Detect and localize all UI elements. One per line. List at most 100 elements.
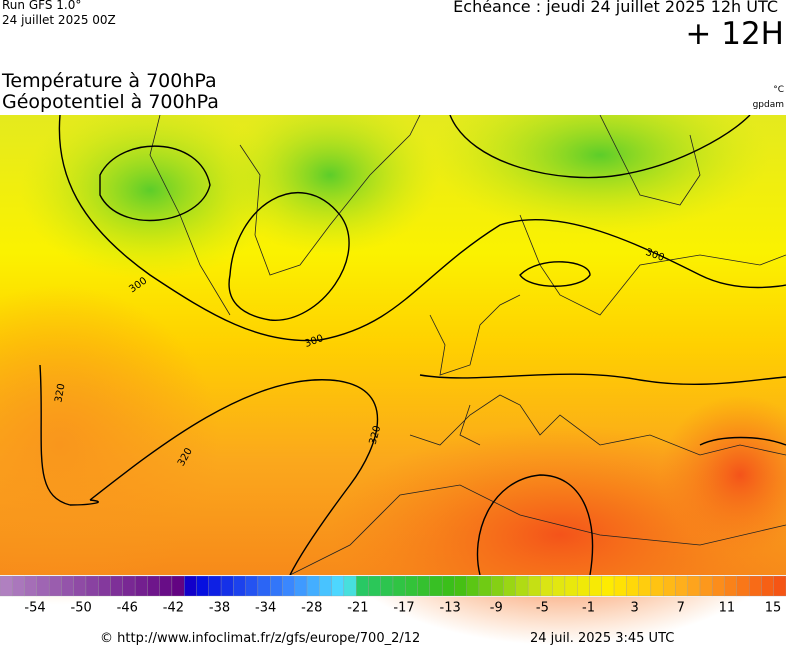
colorbar-swatch — [122, 575, 136, 597]
colorbar-swatch — [405, 575, 418, 597]
colorbar-swatch — [0, 575, 13, 597]
colorbar-label: -9 — [490, 601, 503, 616]
colorbar-swatch — [98, 575, 111, 597]
colorbar-swatch — [134, 575, 148, 597]
colorbar-swatch — [245, 575, 259, 597]
colorbar-swatch — [159, 575, 173, 597]
forecast-time: Echéance : jeudi 24 juillet 2025 12h UTC — [453, 0, 778, 16]
colorbar-swatch — [429, 575, 443, 597]
footer-time: 24 juil. 2025 3:45 UTC — [530, 631, 675, 646]
hot-area — [660, 395, 786, 555]
colorbar-swatch — [675, 575, 688, 597]
colorbar-label: 3 — [630, 601, 638, 616]
colorbar-swatch — [110, 575, 123, 597]
colorbar-swatch — [356, 575, 369, 597]
colorbar-swatch — [527, 575, 541, 597]
run-label: Run GFS 1.0° — [2, 0, 82, 12]
colorbar-swatch — [12, 575, 25, 597]
unit-temperature: °C — [773, 85, 784, 95]
colorbar-label: -42 — [163, 601, 184, 616]
colorbar-swatch — [761, 575, 774, 597]
colorbar-swatch — [368, 575, 381, 597]
colorbar-swatch — [257, 575, 271, 597]
colorbar-swatch — [724, 575, 738, 597]
colorbar-swatch — [36, 575, 50, 597]
colorbar-label: -13 — [440, 601, 461, 616]
colorbar-swatch — [773, 575, 786, 597]
colorbar-swatch — [515, 575, 529, 597]
colorbar-swatch — [417, 575, 430, 597]
colorbar-swatch — [196, 575, 209, 597]
colorbar-swatch — [699, 575, 713, 597]
colorbar — [0, 575, 786, 597]
coastlines — [149, 115, 786, 576]
colorbar-swatch — [540, 575, 553, 597]
cold-area — [430, 115, 770, 235]
colorbar-label: -28 — [301, 601, 322, 616]
colorbar-swatch — [466, 575, 480, 597]
colorbar-swatch — [343, 575, 357, 597]
colorbar-swatch — [663, 575, 676, 597]
colorbar-swatch — [282, 575, 295, 597]
colorbar-swatch — [638, 575, 652, 597]
colorbar-label: 15 — [765, 601, 782, 616]
colorbar-swatch — [491, 575, 504, 597]
colorbar-swatch — [736, 575, 750, 597]
unit-geopotential: gpdam — [752, 100, 784, 110]
colorbar-swatch — [749, 575, 762, 597]
colorbar-swatch — [147, 575, 160, 597]
colorbar-swatch — [233, 575, 246, 597]
colorbar-swatch — [184, 575, 197, 597]
warm-area — [0, 285, 220, 605]
colorbar-swatch — [564, 575, 578, 597]
colorbar-swatch — [319, 575, 332, 597]
colorbar-swatch — [73, 575, 87, 597]
run-date: 24 juillet 2025 00Z — [2, 13, 116, 27]
title-temperature: Température à 700hPa — [2, 70, 217, 92]
footer-url: © http://www.infoclimat.fr/z/gfs/europe/… — [100, 631, 421, 646]
colorbar-swatch — [48, 575, 62, 597]
colorbar-swatch — [712, 575, 725, 597]
colorbar-label: -17 — [393, 601, 414, 616]
colorbar-swatch — [270, 575, 283, 597]
colorbar-label: -34 — [255, 601, 276, 616]
colorbar-label: 11 — [719, 601, 736, 616]
lead-time: + 12H — [685, 16, 784, 52]
colorbar-swatch — [85, 575, 99, 597]
colorbar-swatch — [220, 575, 234, 597]
geopotential-contours — [39, 115, 786, 576]
colorbar-swatch — [577, 575, 590, 597]
contour-label: 320 — [368, 424, 384, 445]
colorbar-swatch — [613, 575, 627, 597]
colorbar-swatch — [650, 575, 664, 597]
colorbar-swatch — [478, 575, 492, 597]
colorbar-label: -38 — [209, 601, 230, 616]
colorbar-swatch — [687, 575, 701, 597]
colorbar-swatch — [171, 575, 185, 597]
cold-area — [20, 115, 280, 280]
colorbar-label: 7 — [677, 601, 685, 616]
colorbar-label: -21 — [347, 601, 368, 616]
contour-label: 320 — [53, 383, 67, 404]
colorbar-label: -46 — [117, 601, 138, 616]
colorbar-swatch — [503, 575, 516, 597]
colorbar-swatch — [208, 575, 222, 597]
colorbar-label: -5 — [536, 601, 549, 616]
colorbar-swatch — [626, 575, 639, 597]
colorbar-swatch — [454, 575, 467, 597]
colorbar-swatch — [294, 575, 308, 597]
colorbar-label: -1 — [582, 601, 595, 616]
colorbar-swatch — [392, 575, 406, 597]
colorbar-swatch — [589, 575, 602, 597]
colorbar-swatch — [306, 575, 320, 597]
colorbar-swatch — [331, 575, 345, 597]
colorbar-swatch — [441, 575, 455, 597]
colorbar-swatch — [552, 575, 566, 597]
colorbar-swatch — [24, 575, 37, 597]
cold-area — [220, 115, 440, 255]
colorbar-label: -50 — [71, 601, 92, 616]
colorbar-swatch — [601, 575, 615, 597]
colorbar-swatch — [380, 575, 394, 597]
